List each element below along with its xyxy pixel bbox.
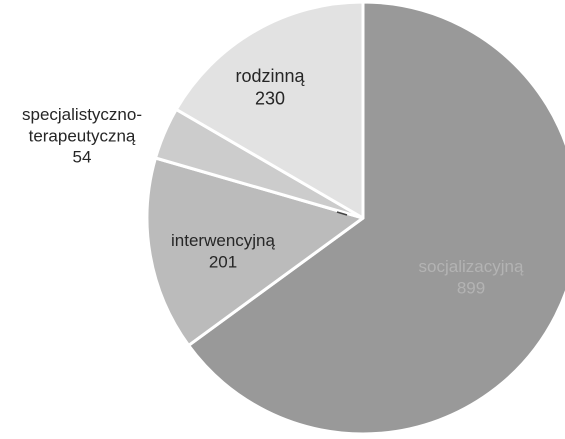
pie-slice-interwencyjna: [145, 156, 365, 347]
data-label-value-interwencyjna: 201: [209, 252, 237, 271]
data-label-category-socjalizacyjna: socjalizacyjną: [419, 257, 524, 276]
data-label-value-rodzinna: 230: [255, 89, 285, 109]
data-label-category-rodzinna: rodzinną: [235, 66, 305, 86]
data-label-category-interwencyjna: interwencyjną: [171, 231, 275, 250]
pie-slice-rodzinna: [174, 0, 365, 220]
data-label-value-socjalizacyjna: 899: [457, 278, 485, 297]
data-label-value-specjalistyczno-terapeutyczna: 54: [73, 148, 92, 167]
pie-slice-socjalizacyjna: [187, 0, 565, 436]
data-label-category-specjalistyczno-terapeutyczna: specjalistyczno-: [22, 105, 142, 124]
center-tick-mark: [336, 211, 348, 216]
data-label-category-specjalistyczno-terapeutyczna: terapeutyczną: [29, 126, 136, 145]
